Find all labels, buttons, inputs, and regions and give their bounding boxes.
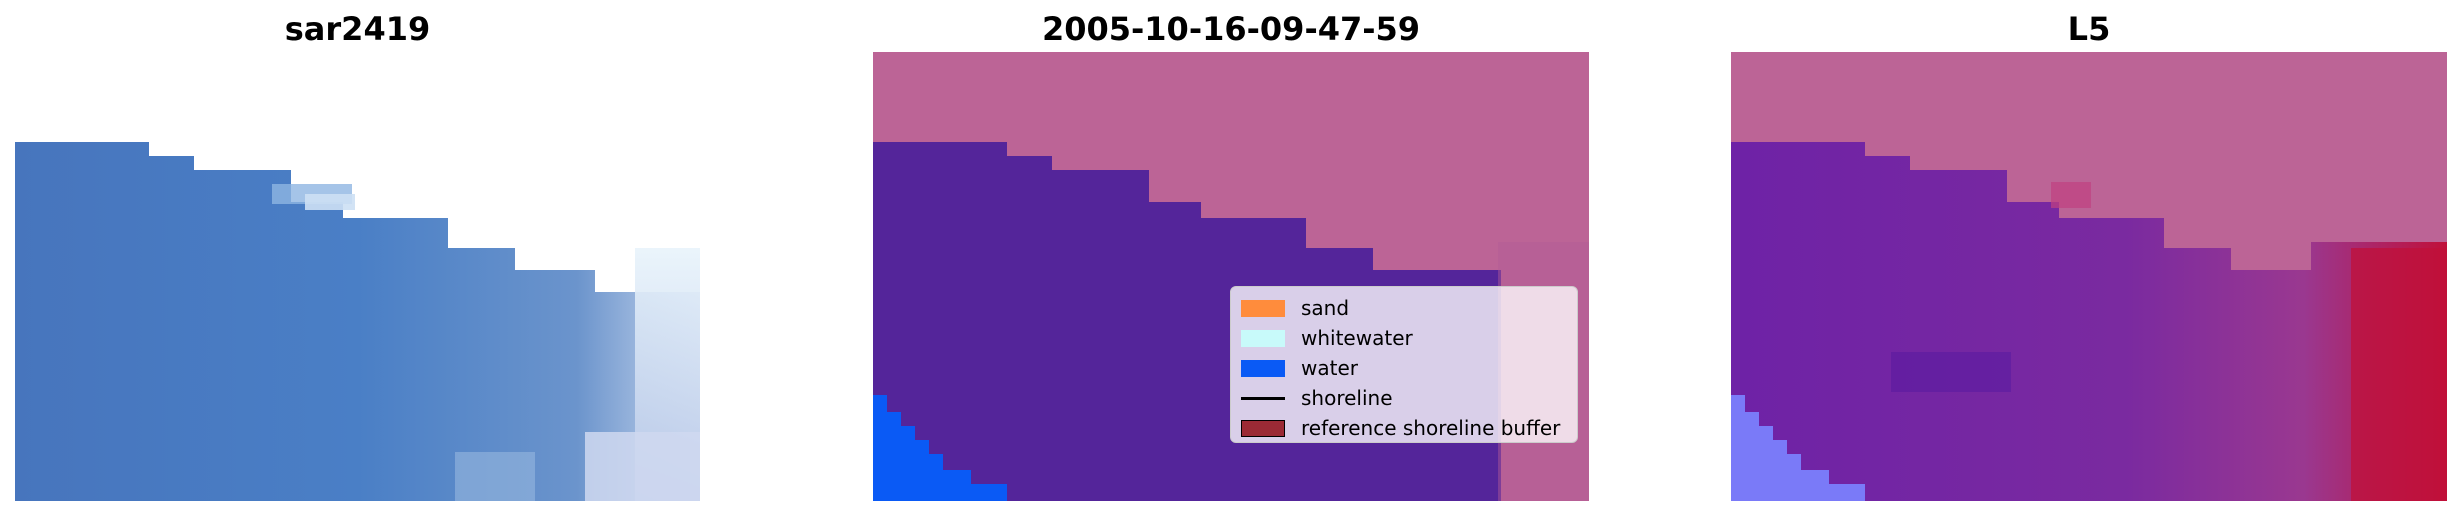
legend-label: shoreline: [1301, 386, 1393, 410]
rgb-image-panel: [15, 52, 700, 501]
legend-item-water: water: [1241, 353, 1567, 383]
whitewater-swatch: [1241, 329, 1285, 347]
classified-sea: [873, 395, 1007, 501]
rgb-beach: [585, 432, 700, 501]
legend-label: sand: [1301, 296, 1350, 320]
probability-water: [1731, 142, 2447, 501]
legend-item-sand: sand: [1241, 293, 1567, 323]
legend-item-shoreline: shoreline: [1241, 383, 1567, 413]
legend: sand whitewater water shoreline referenc…: [1230, 286, 1578, 443]
legend-label: water: [1301, 356, 1358, 380]
shoreline-line-swatch: [1241, 396, 1285, 400]
legend-label: reference shoreline buffer: [1301, 416, 1561, 440]
rgb-shallow: [455, 452, 535, 501]
probability-patch: [2051, 182, 2091, 208]
probability-image: [1731, 52, 2447, 501]
sand-swatch: [1241, 299, 1285, 317]
panel-title-classified: 2005-10-16-09-47-59: [1041, 10, 1421, 48]
legend-label: whitewater: [1301, 326, 1413, 350]
panel-title-rgb: sar2419: [284, 10, 431, 48]
water-swatch: [1241, 359, 1285, 377]
rgb-image: [15, 142, 700, 501]
buffer-swatch: [1241, 419, 1285, 437]
panel-title-probability: L5: [2067, 10, 2111, 48]
rgb-water: [15, 142, 700, 501]
probability-image-panel: [1731, 52, 2447, 501]
rgb-glint-2: [305, 194, 355, 210]
legend-item-buffer: reference shoreline buffer: [1241, 413, 1567, 443]
probability-dark-patch: [1891, 352, 2011, 392]
probability-surf: [2351, 248, 2447, 501]
probability-sea: [1731, 395, 1865, 501]
legend-item-whitewater: whitewater: [1241, 323, 1567, 353]
